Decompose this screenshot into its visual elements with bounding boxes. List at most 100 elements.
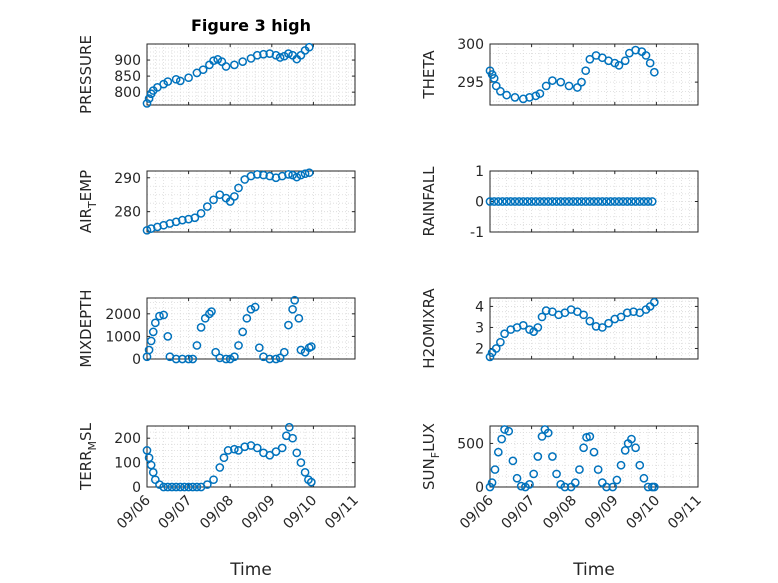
data-point (535, 197, 545, 206)
x-tick-label: 09/10 (280, 493, 320, 533)
data-point (631, 443, 640, 453)
data-point (144, 345, 154, 355)
data-point (627, 434, 636, 444)
data-point (589, 197, 599, 206)
data-point (196, 323, 206, 332)
data-point (610, 197, 620, 206)
data-point (635, 197, 645, 206)
data-point (300, 468, 310, 477)
data-point (240, 442, 250, 452)
data-point (622, 197, 632, 206)
data-point (514, 197, 524, 206)
panel-h2omixra: 2 3 4 H2OMIXRA (420, 288, 699, 369)
data-point (180, 482, 189, 492)
data-point (230, 444, 239, 454)
data-point (548, 197, 557, 206)
y-tick-label: 0 (132, 352, 141, 368)
data-point (490, 465, 500, 474)
data-point (496, 86, 505, 96)
data-point (198, 65, 208, 75)
data-point (146, 336, 156, 346)
data-point (252, 50, 262, 60)
data-point (219, 453, 229, 463)
y-axis-label: THETA (420, 50, 438, 100)
data-point (288, 304, 297, 314)
x-tick-label: 09/06 (457, 492, 497, 532)
x-tick-label: 09/07 (499, 493, 539, 533)
data-point (627, 197, 636, 206)
data-point (575, 465, 584, 474)
data-point (213, 55, 223, 64)
data-point (294, 313, 304, 323)
data-point (188, 482, 198, 492)
data-point (142, 225, 152, 235)
data-point (502, 90, 511, 100)
data-point (234, 183, 243, 193)
x-tick-label: 09/09 (582, 493, 622, 533)
data-point (581, 66, 591, 76)
y-tick-label: 850 (114, 69, 141, 85)
data-point (238, 57, 248, 67)
data-point (493, 197, 503, 206)
data-point (288, 170, 297, 180)
data-point (525, 325, 534, 334)
data-point (275, 53, 285, 62)
data-point (531, 91, 541, 101)
data-point (602, 197, 611, 206)
data-point (159, 310, 168, 320)
data-point (221, 62, 231, 71)
data-point (616, 312, 626, 322)
data-point (142, 99, 152, 108)
data-point (585, 316, 595, 326)
data-point (579, 310, 588, 320)
data-point (560, 197, 570, 206)
x-tick-label: 09/08 (197, 493, 237, 533)
y-tick-label: 280 (114, 205, 141, 221)
data-point (259, 170, 268, 180)
data-point (548, 452, 557, 461)
data-point (184, 482, 193, 492)
axes-frame (489, 425, 699, 488)
data-point (491, 344, 501, 353)
data-point (487, 478, 497, 487)
y-tick-label: 800 (114, 85, 141, 101)
data-point (533, 323, 543, 332)
axes-frame (146, 425, 356, 488)
data-point (167, 482, 177, 492)
data-point (593, 197, 603, 206)
data-point (230, 192, 239, 201)
data-point (518, 197, 528, 206)
data-point (171, 354, 181, 364)
data-point (288, 433, 297, 443)
data-point (215, 463, 225, 472)
data-point (597, 478, 607, 487)
data-point (192, 341, 202, 350)
x-tick-label: 09/11 (322, 493, 362, 533)
data-point (284, 170, 293, 179)
data-point (525, 480, 534, 489)
panel-sun-flux: 09/06 09/07 09/08 09/09 09/10 09/11 0 500 SUNFLU… (420, 423, 705, 532)
y-axis-label: PRESSURE (77, 35, 95, 114)
y-tick-label: 0 (475, 195, 484, 211)
data-point (585, 197, 595, 206)
data-point (489, 197, 499, 206)
y-tick-label: 1000 (105, 329, 141, 345)
data-point (205, 60, 214, 70)
data-point (225, 354, 235, 364)
data-point (196, 209, 206, 218)
data-point (254, 343, 264, 353)
data-point (535, 89, 545, 98)
y-tick-label: 295 (457, 75, 484, 91)
data-point (277, 443, 287, 453)
data-point (585, 432, 595, 441)
data-point (238, 327, 248, 337)
data-point (190, 213, 200, 223)
data-point (209, 56, 218, 66)
data-point (202, 480, 212, 489)
data-point (543, 428, 553, 438)
data-point (616, 460, 626, 470)
data-point (612, 475, 622, 485)
data-point (556, 197, 566, 206)
axes-frame (489, 297, 699, 360)
